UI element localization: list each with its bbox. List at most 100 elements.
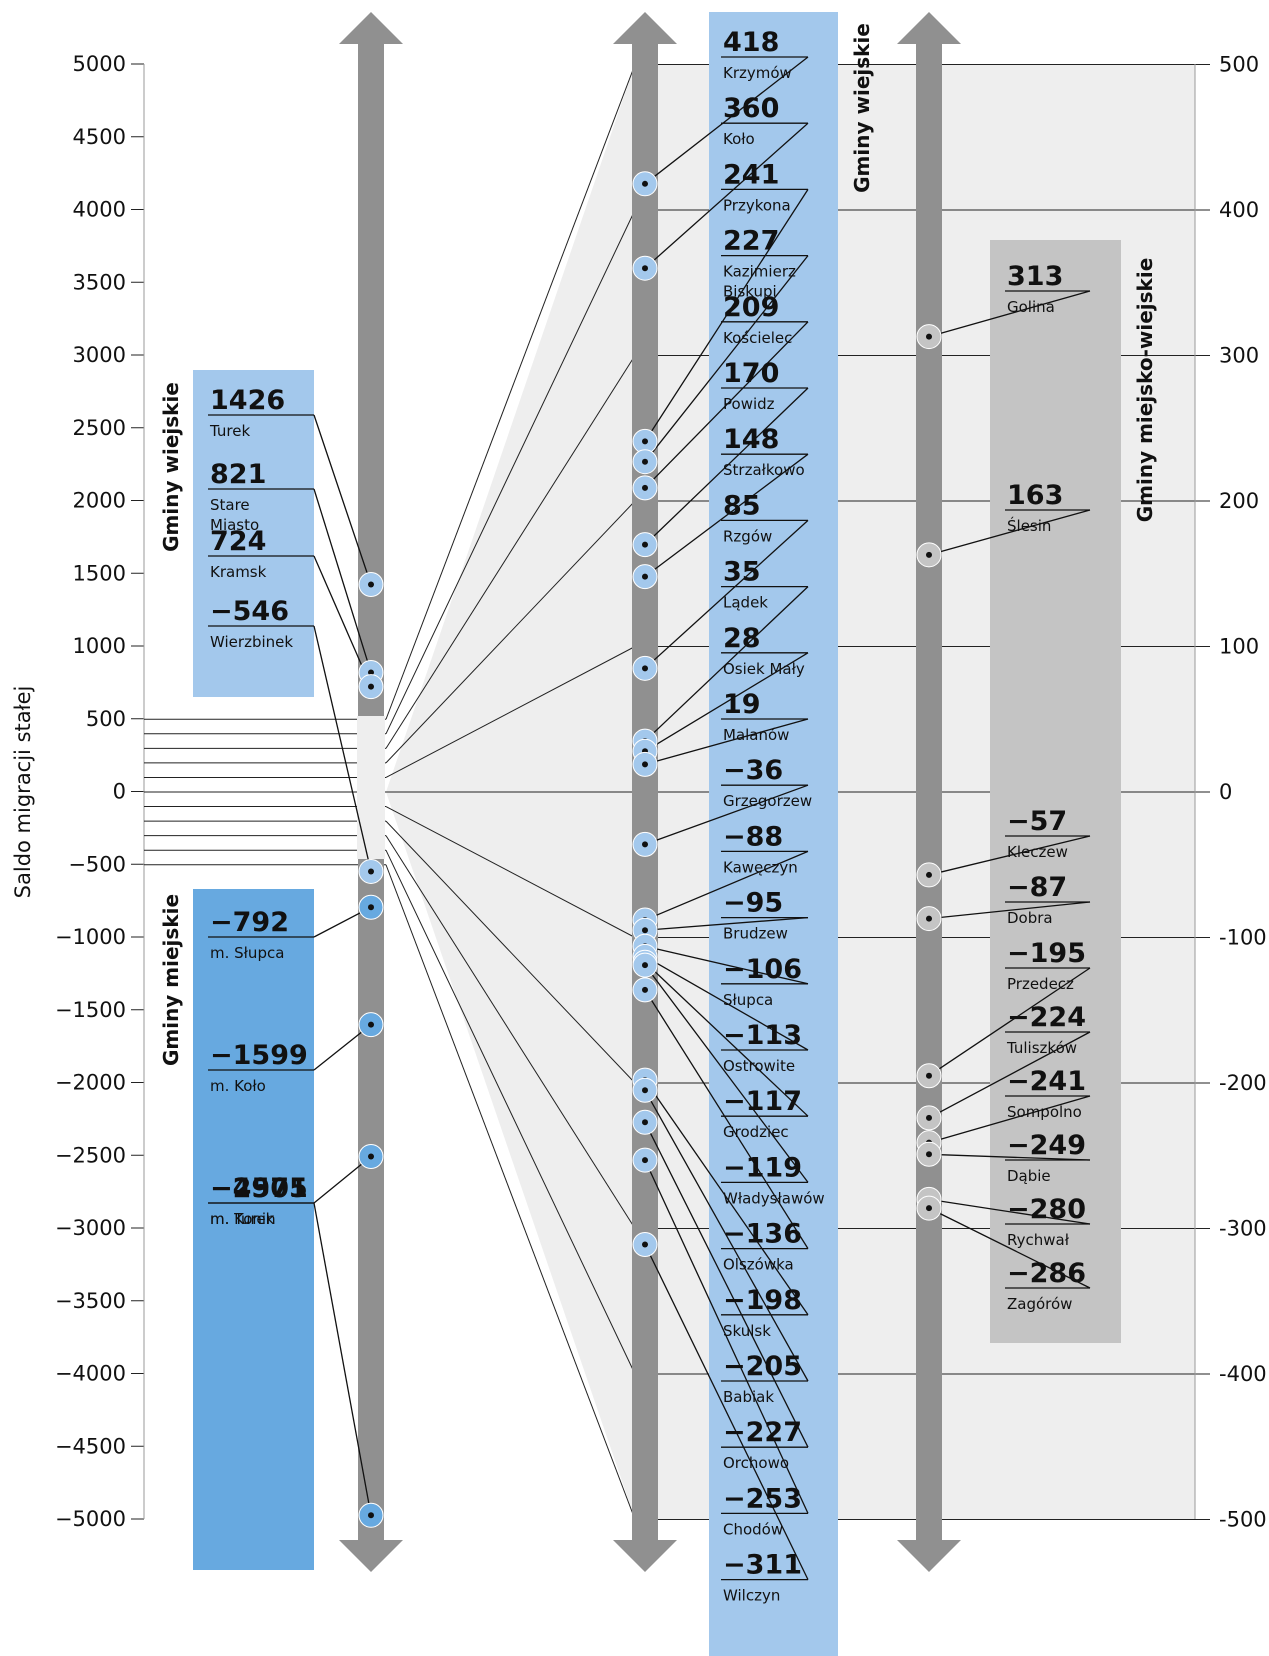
g3-value-label: −57 — [1007, 806, 1067, 837]
axis-right-arrow-down — [897, 1540, 961, 1572]
band-urban — [193, 889, 314, 1570]
left-tick-label: −2000 — [55, 1071, 126, 1095]
zoom-line-fan — [385, 64, 636, 720]
left-tick-label: 3500 — [73, 270, 126, 294]
g3-leader — [928, 1153, 1091, 1161]
g2-point-center — [642, 1087, 648, 1094]
left-tick-label: −5000 — [55, 1507, 126, 1531]
zoom-line-fan — [385, 835, 636, 1229]
g2-name-label: Malanów — [723, 726, 789, 744]
g2-leader — [644, 1089, 809, 1382]
left-tick-label: 4000 — [73, 198, 126, 222]
right-tick-label: -400 — [1219, 1362, 1267, 1386]
axis-mid-arrow-up — [613, 12, 677, 44]
zoom-line-fan — [385, 849, 636, 1375]
zoom-line-fan — [385, 646, 636, 778]
g2-name-label: Chodów — [723, 1520, 783, 1538]
g2-value-label: −227 — [723, 1417, 802, 1448]
g3-point-center — [926, 1114, 932, 1121]
g3-name-label: Zagórów — [1007, 1295, 1072, 1313]
band-rural-right — [709, 12, 838, 1656]
zoom-line-fan — [385, 864, 636, 1520]
g1-name-label: m. Koło — [210, 1077, 266, 1095]
group-title-urban-rural: Gminy miejsko-wiejskie — [1133, 258, 1157, 523]
value-axes — [339, 12, 961, 1572]
g2-name-label: Władysławów — [723, 1189, 825, 1207]
g0-value-label: 821 — [210, 459, 266, 490]
g0-point-center — [368, 669, 374, 676]
left-tick-label: 5000 — [73, 52, 126, 76]
g3-value-label: −280 — [1007, 1194, 1086, 1225]
g2-leader — [644, 189, 809, 442]
group-title-urban: Gminy miejskie — [159, 894, 183, 1066]
g2-name-label: Orchowo — [723, 1454, 789, 1472]
g2-leader — [644, 255, 809, 463]
g2-name-label: Lądek — [723, 594, 768, 612]
right-tick-label: 500 — [1219, 53, 1259, 77]
g2-point-center — [642, 458, 648, 465]
right-tick-label: 200 — [1219, 489, 1259, 513]
g3-name-label: Rychwał — [1007, 1231, 1070, 1249]
g3-value-label: −249 — [1007, 1130, 1086, 1161]
connector-lines — [208, 56, 1091, 1581]
g2-name-label: Przykona — [723, 196, 791, 214]
g0-leader — [313, 414, 372, 585]
g2-point-center — [642, 962, 648, 969]
zoom-line-fan — [385, 820, 636, 1084]
left-tick-label: 1000 — [73, 634, 126, 658]
g3-point-center — [926, 551, 932, 558]
g3-value-label: 313 — [1007, 261, 1063, 292]
g2-name-label: Słupca — [723, 991, 773, 1009]
g3-leader — [928, 1031, 1091, 1119]
g1-point-center — [368, 904, 374, 911]
g3-value-label: −87 — [1007, 872, 1067, 903]
g2-value-label: 19 — [723, 689, 761, 720]
left-tick-label: −3000 — [55, 1216, 126, 1240]
right-tick-label: 300 — [1219, 344, 1259, 368]
g2-point-center — [642, 573, 648, 580]
g3-point-center — [926, 915, 932, 922]
g3-leader — [928, 509, 1091, 556]
g2-point-center — [642, 541, 648, 548]
g3-leader — [928, 290, 1091, 338]
g0-value-label: −546 — [210, 596, 289, 627]
g2-point-center — [642, 841, 648, 848]
g1-point-center — [368, 1021, 374, 1028]
g2-value-label: −113 — [723, 1020, 802, 1051]
g2-point-center — [642, 1241, 648, 1248]
g3-point-center — [926, 1151, 932, 1158]
left-tick-label: 1500 — [73, 561, 126, 585]
g2-leader — [644, 519, 809, 669]
g3-value-label: −286 — [1007, 1258, 1086, 1289]
axis-mid-arrow-down — [613, 1540, 677, 1572]
left-tick-label: −500 — [68, 852, 126, 876]
g2-leader — [644, 1079, 809, 1316]
g2-value-label: 170 — [723, 358, 779, 389]
right-tick-label: -200 — [1219, 1071, 1267, 1095]
g0-name-label: Stare — [210, 496, 250, 514]
g2-leader — [644, 850, 809, 921]
axis-mid-shaft — [632, 42, 658, 1542]
g3-point-center — [926, 871, 932, 878]
g3-name-label: Ślesin — [1007, 516, 1051, 535]
g3-value-label: −224 — [1007, 1002, 1086, 1033]
g2-point-center — [642, 761, 648, 768]
group-bands — [193, 12, 1121, 1656]
left-tick-label: −1000 — [55, 925, 126, 949]
g3-leader — [928, 1198, 1091, 1225]
g2-value-label: −106 — [723, 954, 802, 985]
right-tick-label: -300 — [1219, 1217, 1267, 1241]
g3-name-label: Tuliszków — [1006, 1039, 1077, 1057]
g1-value-label: −4971 — [210, 1173, 308, 1204]
g0-name-label: Kramsk — [210, 563, 267, 581]
g2-name-label: Powidz — [723, 395, 775, 413]
zoom-line-fan — [385, 355, 636, 749]
axis-right-shaft — [916, 42, 942, 1542]
axis-left-arrow-up — [339, 12, 403, 44]
g1-name-label: m. Turek — [210, 1210, 275, 1228]
data-points — [358, 171, 942, 1528]
g2-name-label: Babiak — [723, 1388, 774, 1406]
g2-leader — [644, 652, 809, 752]
g3-leader — [928, 967, 1091, 1077]
